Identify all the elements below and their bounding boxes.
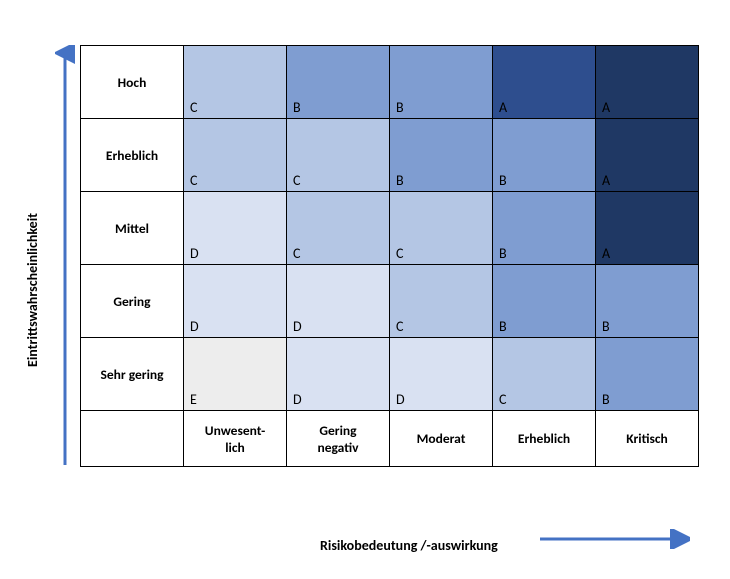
cell-rating: C	[184, 169, 286, 191]
cell-rating: B	[596, 388, 698, 410]
matrix-cell: A	[596, 192, 699, 265]
cell-rating: D	[287, 315, 389, 337]
col-header: Unwesent-lich	[184, 411, 287, 467]
matrix-cell: B	[596, 265, 699, 338]
corner-cell	[81, 411, 184, 467]
cell-rating: C	[287, 242, 389, 264]
risk-matrix-grid: Hoch C B B A A Erheblich C C B B A Mitte…	[80, 45, 699, 467]
matrix-cell: D	[390, 338, 493, 411]
x-axis-arrow-icon	[540, 529, 690, 549]
cell-rating: E	[184, 388, 286, 410]
matrix-cell: D	[287, 338, 390, 411]
cell-rating: B	[287, 96, 389, 118]
cell-rating: B	[596, 315, 698, 337]
cell-rating: C	[390, 315, 492, 337]
matrix-cell: D	[287, 265, 390, 338]
cell-rating: C	[287, 169, 389, 191]
risk-matrix: Eintrittswahrscheinlichkeit Hoch C B B A…	[20, 20, 710, 559]
row-header: Gering	[81, 265, 184, 338]
cell-rating: B	[493, 315, 595, 337]
matrix-cell: C	[184, 46, 287, 119]
row-header: Erheblich	[81, 119, 184, 192]
row-header: Sehr gering	[81, 338, 184, 411]
cell-rating: B	[390, 169, 492, 191]
y-axis-label: Eintrittswahrscheinlichkeit	[24, 212, 41, 366]
matrix-cell: E	[184, 338, 287, 411]
matrix-cell: C	[287, 192, 390, 265]
col-header: Geringnegativ	[287, 411, 390, 467]
col-header: Erheblich	[493, 411, 596, 467]
matrix-cell: A	[596, 119, 699, 192]
y-axis-arrow-icon	[55, 45, 75, 465]
matrix-cell: D	[184, 192, 287, 265]
matrix-row: Sehr gering E D D C B	[81, 338, 699, 411]
cell-rating: B	[390, 96, 492, 118]
matrix-cell: A	[596, 46, 699, 119]
cell-rating: D	[184, 242, 286, 264]
cell-rating: C	[493, 388, 595, 410]
matrix-cell: D	[184, 265, 287, 338]
matrix-cell: C	[390, 192, 493, 265]
matrix-row: Hoch C B B A A	[81, 46, 699, 119]
matrix-cell: B	[287, 46, 390, 119]
matrix-cell: C	[493, 338, 596, 411]
matrix-row: Mittel D C C B A	[81, 192, 699, 265]
column-header-row: Unwesent-lich Geringnegativ Moderat Erhe…	[81, 411, 699, 467]
matrix-cell: C	[184, 119, 287, 192]
cell-rating: C	[184, 96, 286, 118]
matrix-cell: B	[390, 46, 493, 119]
cell-rating: C	[390, 242, 492, 264]
matrix-row: Gering D D C B B	[81, 265, 699, 338]
col-header: Kritisch	[596, 411, 699, 467]
cell-rating: A	[596, 169, 698, 191]
matrix-cell: A	[493, 46, 596, 119]
matrix-cell: B	[493, 192, 596, 265]
matrix-cell: B	[493, 265, 596, 338]
cell-rating: A	[493, 96, 595, 118]
cell-rating: D	[287, 388, 389, 410]
matrix-row: Erheblich C C B B A	[81, 119, 699, 192]
cell-rating: A	[596, 242, 698, 264]
matrix-cell: B	[596, 338, 699, 411]
cell-rating: A	[596, 96, 698, 118]
row-header: Mittel	[81, 192, 184, 265]
matrix-cell: B	[390, 119, 493, 192]
x-axis-label: Risikobedeutung /-auswirkung	[320, 537, 498, 554]
col-header: Moderat	[390, 411, 493, 467]
matrix-cell: C	[390, 265, 493, 338]
cell-rating: D	[184, 315, 286, 337]
cell-rating: B	[493, 242, 595, 264]
row-header: Hoch	[81, 46, 184, 119]
cell-rating: D	[390, 388, 492, 410]
matrix-cell: C	[287, 119, 390, 192]
cell-rating: B	[493, 169, 595, 191]
matrix-cell: B	[493, 119, 596, 192]
